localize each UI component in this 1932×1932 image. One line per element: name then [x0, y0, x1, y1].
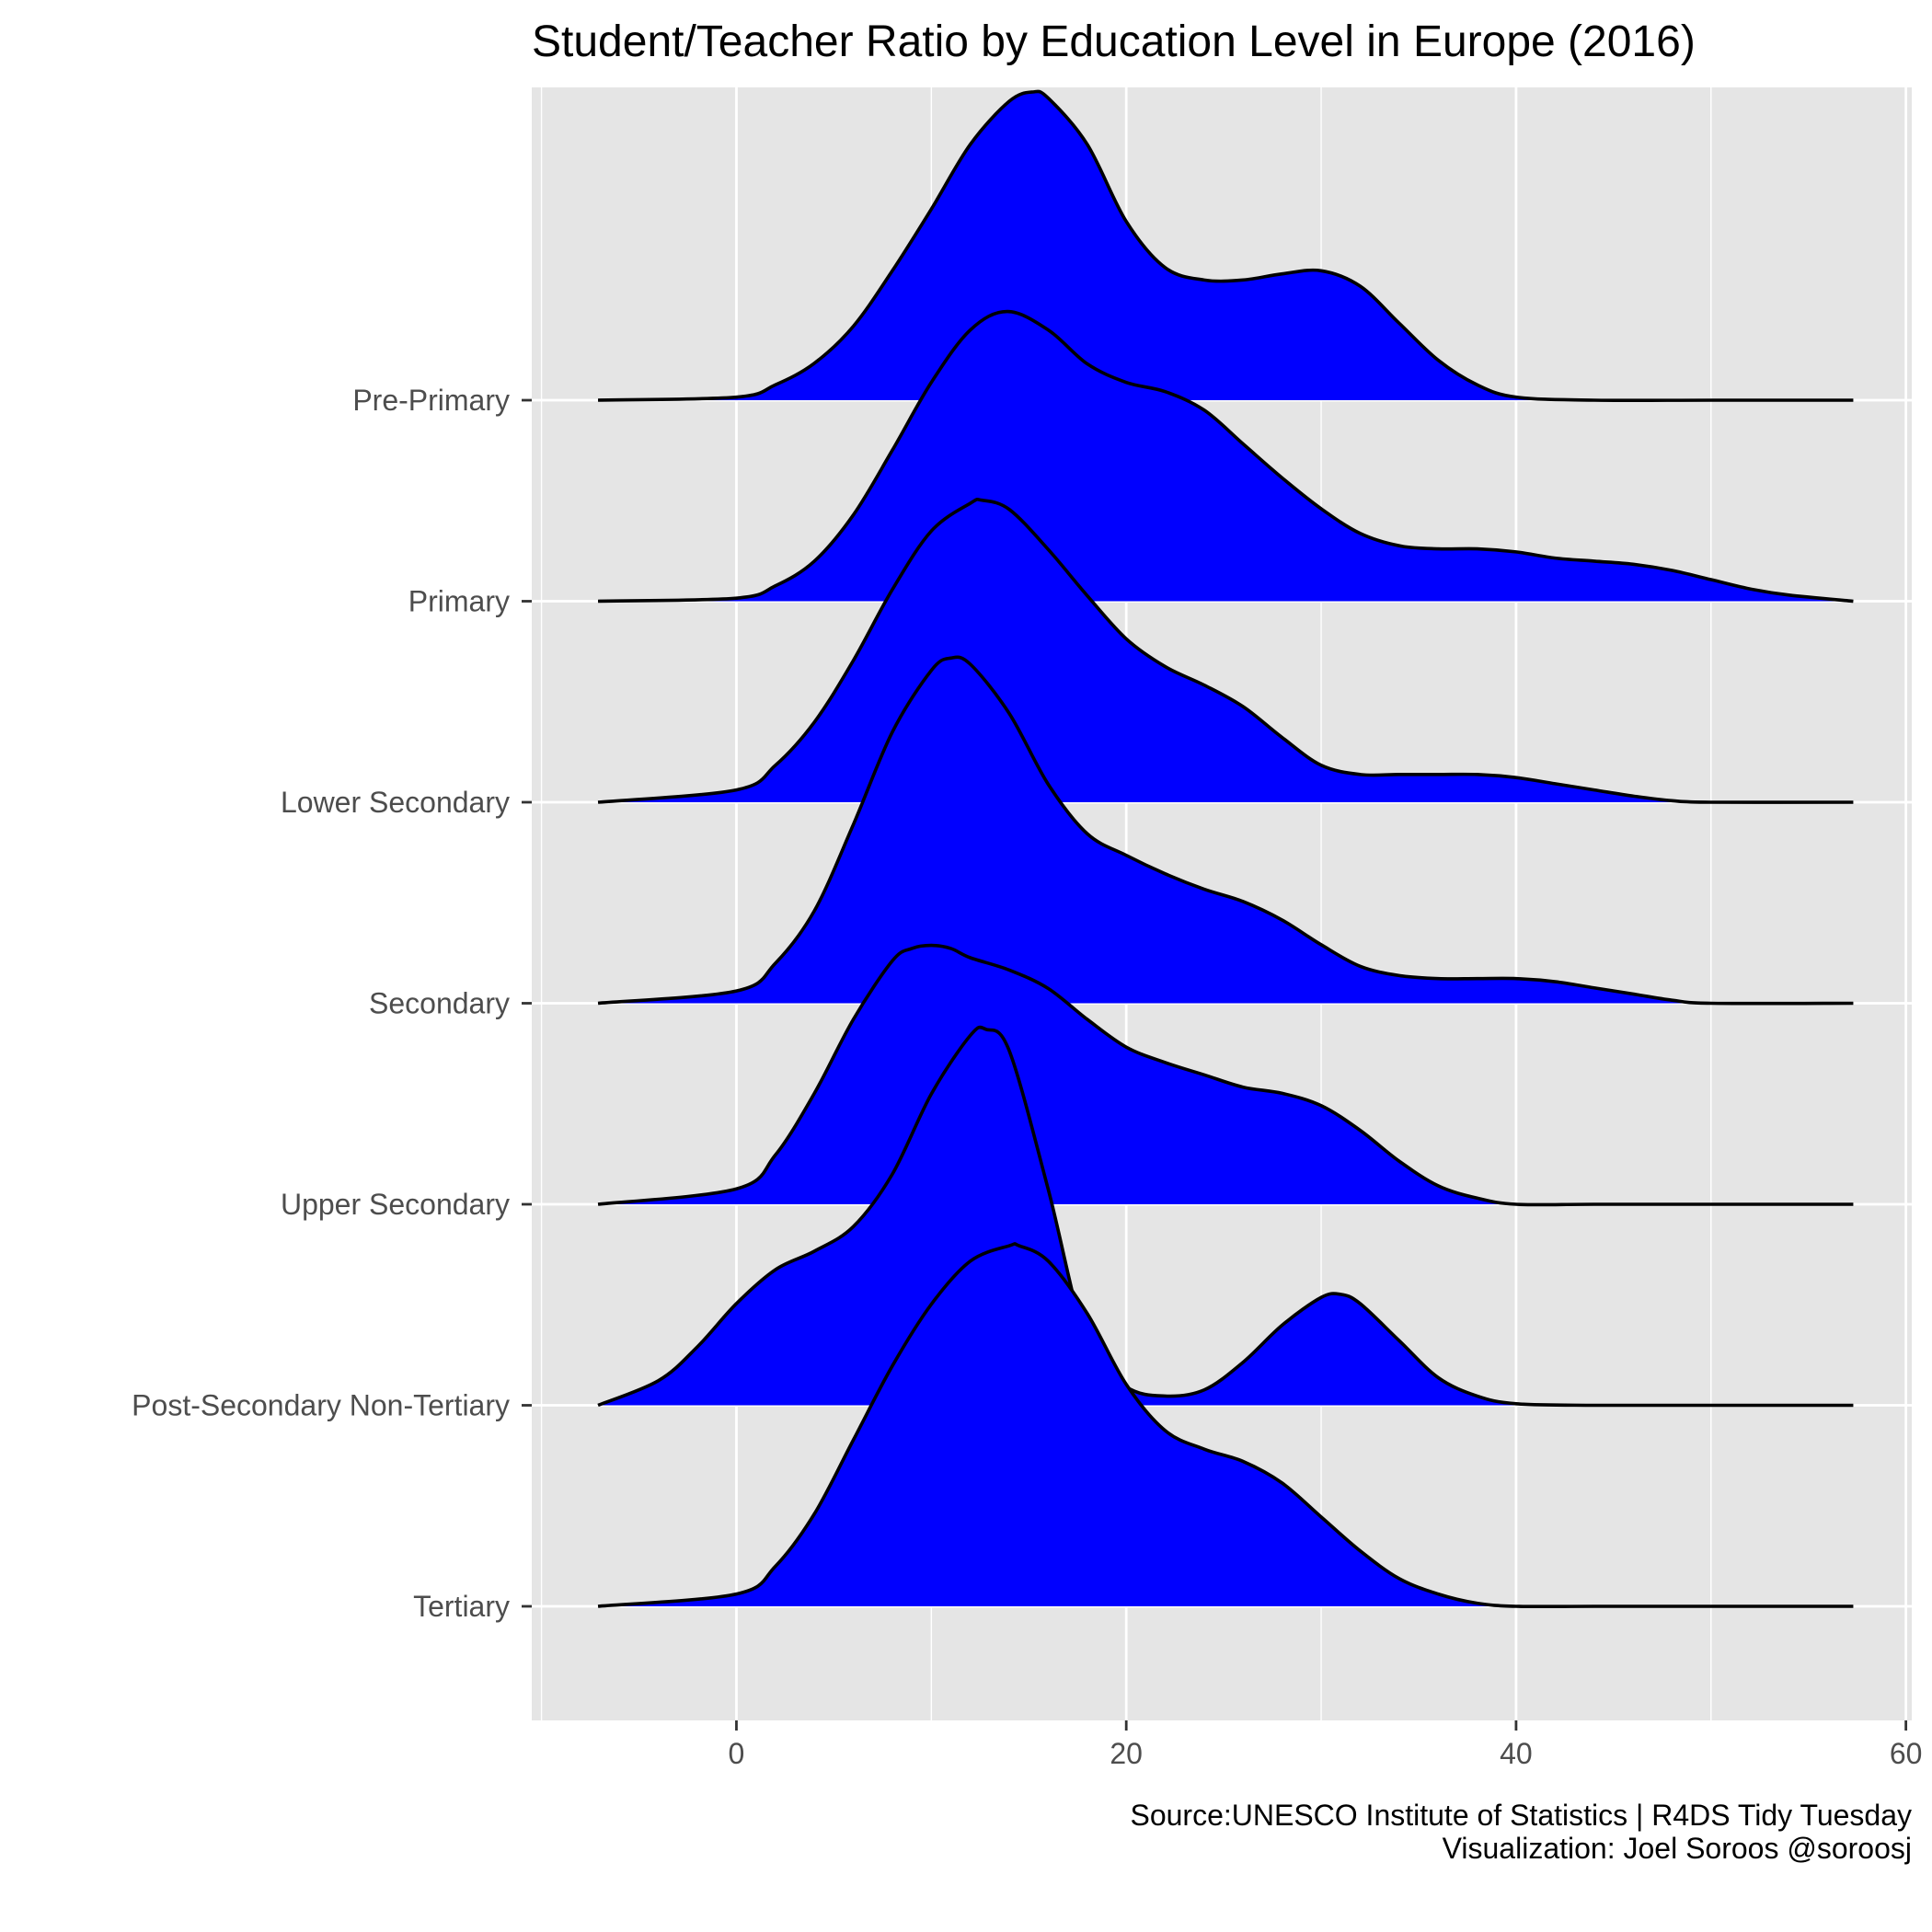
x-label-0: 0 [729, 1737, 745, 1770]
y-label-tertiary: Tertiary [413, 1590, 510, 1623]
x-axis: 0 20 40 60 [729, 1720, 1923, 1770]
ridge-line-primary [597, 309, 1854, 604]
ridge-line-secondary [597, 655, 1854, 1006]
ridge-line-lower-secondary [597, 498, 1854, 804]
ridge-fill-secondary [598, 657, 1854, 1004]
ridge-line-tertiary [597, 1242, 1854, 1609]
y-label-post-secondary-non-tertiary: Post-Secondary Non-Tertiary [132, 1389, 510, 1422]
x-label-3: 60 [1890, 1737, 1923, 1770]
y-label-pre-primary: Pre-Primary [352, 384, 510, 417]
y-label-primary: Primary [408, 585, 510, 618]
ridges [597, 89, 1854, 1609]
x-label-2: 40 [1500, 1737, 1533, 1770]
y-label-upper-secondary: Upper Secondary [281, 1188, 510, 1221]
x-label-1: 20 [1110, 1737, 1143, 1770]
ridge-fill-pre-primary [598, 91, 1854, 401]
caption-credit: Visualization: Joel Soroos @soroosj [1443, 1832, 1912, 1865]
chart-title: Student/Teacher Ratio by Education Level… [532, 17, 1696, 66]
caption: Source:UNESCO Institute of Statistics | … [1130, 1799, 1912, 1865]
y-label-lower-secondary: Lower Secondary [281, 786, 510, 819]
y-axis: Pre-Primary Primary Lower Secondary Seconda… [132, 384, 532, 1623]
ridge-fill-primary [598, 311, 1854, 602]
ridge-line-pre-primary [597, 89, 1854, 403]
ridge-line-upper-secondary [597, 943, 1854, 1207]
ridge-fill-post-secondary-non-tertiary [598, 1027, 1854, 1406]
y-label-secondary: Secondary [369, 987, 510, 1020]
caption-source: Source:UNESCO Institute of Statistics | … [1130, 1799, 1912, 1832]
